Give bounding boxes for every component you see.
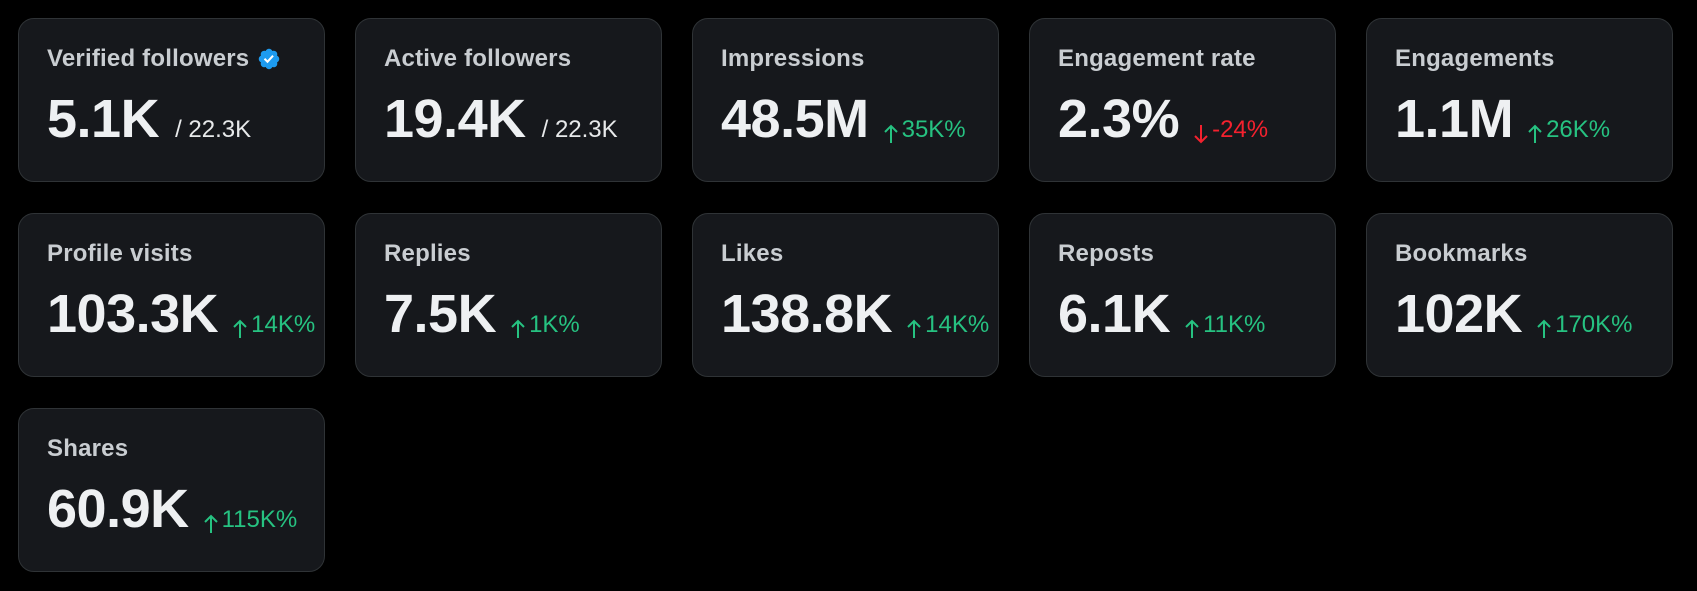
metric-label: Shares bbox=[47, 435, 129, 462]
metric-delta: 11K% bbox=[1184, 311, 1265, 339]
metric-label: Active followers bbox=[384, 45, 572, 72]
metric-value-row: 5.1K / 22.3K bbox=[47, 89, 296, 149]
arrow-up-icon bbox=[1537, 319, 1551, 338]
metric-label-row: Engagement rate bbox=[1058, 45, 1307, 73]
metric-label-row: Impressions bbox=[721, 45, 970, 73]
arrow-down-icon bbox=[1194, 125, 1208, 144]
metric-delta: 115K% bbox=[203, 506, 298, 534]
metric-label: Verified followers bbox=[47, 45, 250, 72]
metric-value: 2.3% bbox=[1058, 89, 1180, 149]
metric-value-row: 2.3% -24% bbox=[1058, 89, 1307, 149]
arrow-up-icon bbox=[1185, 319, 1199, 338]
arrow-up-icon bbox=[233, 319, 247, 338]
metric-value-row: 19.4K / 22.3K bbox=[384, 89, 633, 149]
metric-label: Likes bbox=[721, 240, 784, 267]
metric-value: 102K bbox=[1395, 284, 1523, 344]
metric-value: 138.8K bbox=[721, 284, 893, 344]
metric-label: Replies bbox=[384, 240, 471, 267]
metric-delta-value: 170K% bbox=[1555, 311, 1633, 338]
metric-value: 1.1M bbox=[1395, 89, 1514, 149]
metric-card-replies[interactable]: Replies 7.5K 1K% bbox=[355, 213, 662, 377]
metric-label-row: Likes bbox=[721, 240, 970, 268]
metric-label-row: Shares bbox=[47, 435, 296, 463]
metric-card-bookmarks[interactable]: Bookmarks 102K 170K% bbox=[1366, 213, 1673, 377]
metric-delta-value: 26K% bbox=[1546, 116, 1611, 143]
metric-card-impressions[interactable]: Impressions 48.5M 35K% bbox=[692, 18, 999, 182]
metric-label-row: Reposts bbox=[1058, 240, 1307, 268]
metric-value-row: 60.9K 115K% bbox=[47, 479, 298, 539]
metric-value-row: 138.8K 14K% bbox=[721, 284, 989, 344]
metric-delta-value: -24% bbox=[1212, 116, 1269, 143]
metric-card-likes[interactable]: Likes 138.8K 14K% bbox=[692, 213, 999, 377]
arrow-up-icon bbox=[511, 319, 525, 338]
arrow-up-icon bbox=[203, 514, 218, 533]
metric-value-row: 7.5K 1K% bbox=[384, 284, 633, 344]
metric-label-row: Active followers bbox=[384, 45, 633, 73]
metric-label-row: Replies bbox=[384, 240, 633, 268]
metric-delta: 170K% bbox=[1536, 311, 1632, 339]
metric-delta-value: 35K% bbox=[901, 116, 966, 143]
metric-delta-value: 14K% bbox=[251, 311, 316, 338]
metric-card-engagements[interactable]: Engagements 1.1M 26K% bbox=[1366, 18, 1673, 182]
metric-label-row: Engagements bbox=[1395, 45, 1644, 73]
metric-delta-value: 11K% bbox=[1203, 311, 1266, 338]
metric-total: / 22.3K bbox=[541, 116, 618, 143]
arrow-up-icon bbox=[883, 124, 898, 143]
metric-value: 5.1K bbox=[47, 89, 160, 149]
metric-delta: 14K% bbox=[232, 311, 315, 339]
metric-delta: 1K% bbox=[510, 311, 580, 339]
metric-card-active-followers[interactable]: Active followers 19.4K / 22.3K bbox=[355, 18, 662, 182]
metric-delta-value: 1K% bbox=[529, 311, 580, 338]
verified-badge-icon bbox=[259, 48, 280, 70]
metric-value: 103.3K bbox=[47, 284, 219, 344]
metric-label: Engagements bbox=[1395, 45, 1555, 72]
metric-value: 48.5M bbox=[721, 89, 869, 149]
metric-value: 19.4K bbox=[384, 89, 526, 149]
metric-delta: 14K% bbox=[906, 311, 989, 339]
metric-delta: -24% bbox=[1193, 116, 1268, 144]
metric-delta-value: 14K% bbox=[925, 311, 990, 338]
metric-label: Reposts bbox=[1058, 240, 1155, 267]
metric-label: Profile visits bbox=[47, 240, 193, 267]
metric-label-row: Profile visits bbox=[47, 240, 296, 268]
metric-value-row: 6.1K 11K% bbox=[1058, 284, 1307, 344]
metric-delta: 35K% bbox=[883, 116, 966, 144]
metric-value: 60.9K bbox=[47, 479, 189, 539]
metric-value: 7.5K bbox=[384, 284, 497, 344]
metric-delta-value: 115K% bbox=[221, 506, 298, 533]
metric-delta: 26K% bbox=[1527, 116, 1610, 144]
metric-card-engagement-rate[interactable]: Engagement rate 2.3% -24% bbox=[1029, 18, 1336, 182]
metric-label: Bookmarks bbox=[1395, 240, 1528, 267]
metric-value-row: 103.3K 14K% bbox=[47, 284, 315, 344]
metric-value: 6.1K bbox=[1058, 284, 1171, 344]
metric-value-row: 1.1M 26K% bbox=[1395, 89, 1644, 149]
arrow-up-icon bbox=[907, 319, 921, 338]
metric-card-verified-followers[interactable]: Verified followers 5.1K / 22.3K bbox=[18, 18, 325, 182]
metric-value-row: 48.5M 35K% bbox=[721, 89, 970, 149]
metric-label: Impressions bbox=[721, 45, 865, 72]
metric-label-row: Bookmarks bbox=[1395, 240, 1644, 268]
metric-card-reposts[interactable]: Reposts 6.1K 11K% bbox=[1029, 213, 1336, 377]
metric-card-shares[interactable]: Shares 60.9K 115K% bbox=[18, 408, 325, 572]
metric-label: Engagement rate bbox=[1058, 45, 1256, 72]
arrow-up-icon bbox=[1528, 124, 1542, 143]
metric-value-row: 102K 170K% bbox=[1395, 284, 1644, 344]
metric-total: / 22.3K bbox=[175, 116, 252, 143]
metric-card-profile-visits[interactable]: Profile visits 103.3K 14K% bbox=[18, 213, 325, 377]
metric-label-row: Verified followers bbox=[47, 45, 296, 73]
